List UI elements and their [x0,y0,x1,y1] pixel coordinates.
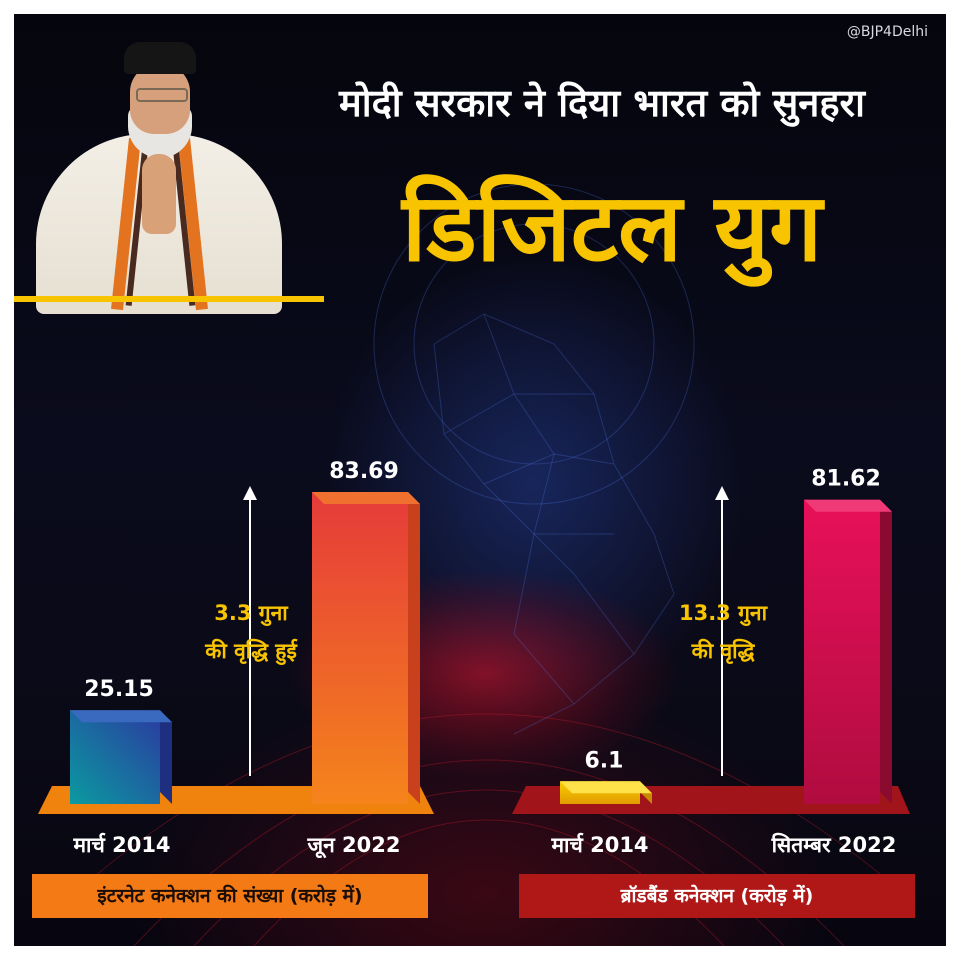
chart-2-growth-line-1: 13.3 गुना [678,601,768,625]
chart-1-value-label-2: 83.69 [329,459,399,484]
infographic-poster: @BJP4Delhi मोदी सरकार ने दिया भारत को सु… [14,14,946,946]
chart-1-bar-2-side [408,492,420,804]
chart-1-bar-1-side [160,710,172,804]
chart-1-caption: इंटरनेट कनेक्शन की संख्या (करोड़ में) [32,874,428,918]
chart-2-value-label-1: 6.1 [585,748,624,773]
bar-charts: 25.15 83.69 6.1 81.62 [38,459,910,814]
chart-1-bar-2-top [312,492,420,504]
chart-1-bar-1-top [70,710,172,723]
chart-1-category-1: मार्च 2014 [73,833,171,857]
chart-1-growth-line-2: की वृद्धि हुई [205,639,297,663]
title-underline [14,296,324,302]
chart-1-category-2: जून 2022 [307,833,401,857]
chart-1-bar-2 [312,492,408,804]
chart-1-bar-1 [70,710,160,804]
social-handle: @BJP4Delhi [846,24,928,40]
chart-2-bar-1-top [560,781,652,794]
chart-2-growth-line-2: की वृद्धि [691,639,755,663]
chart-2-category-2: सितम्बर 2022 [771,833,897,857]
chart-2-bar-2-side [880,499,892,804]
chart-2-bar-2-top [804,499,892,512]
chart-2-category-1: मार्च 2014 [551,833,649,857]
chart-2-caption: ब्रॉडबैंड कनेक्शन (करोड़ में) [519,874,915,918]
chart-1-value-label-1: 25.15 [84,677,154,702]
chart-2-bar-2 [804,499,880,804]
headline-line-1: मोदी सरकार ने दिया भारत को सुनहरा [339,81,865,125]
chart-1-growth-line-1: 3.3 गुना [214,601,288,625]
chart-2-value-label-2: 81.62 [811,467,881,492]
headline-line-2: डिजिटल युग [401,174,822,283]
leader-portrait [32,26,287,314]
